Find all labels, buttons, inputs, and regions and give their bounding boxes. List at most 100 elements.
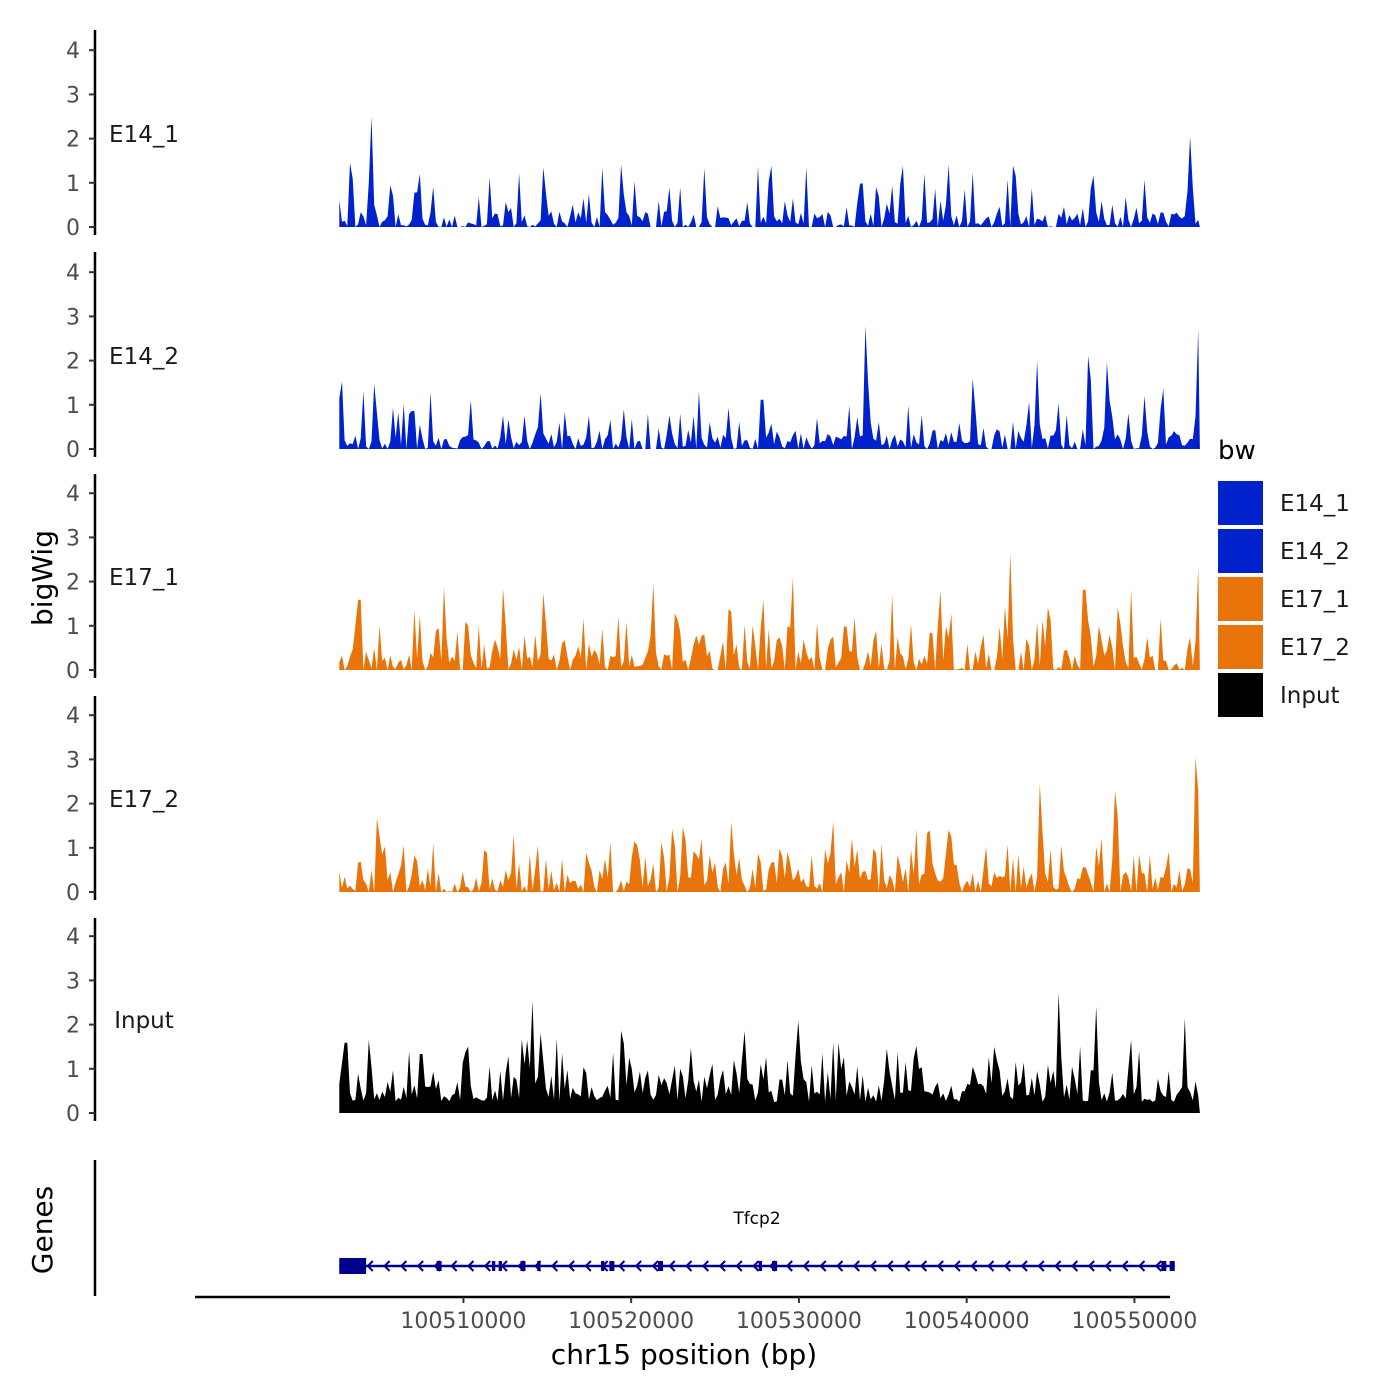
y-tick-label: 2: [66, 1014, 80, 1039]
strand-arrow: [852, 1260, 860, 1272]
strand-arrow: [383, 1260, 391, 1272]
strand-arrow: [1138, 1260, 1146, 1272]
gene-exon: [658, 1261, 664, 1271]
legend-swatch: [1218, 529, 1263, 573]
y-tick-label: 1: [66, 1058, 80, 1083]
strand-arrow: [1121, 1260, 1129, 1272]
genes-panel: Tfcp2: [93, 1160, 1175, 1296]
strand-arrow: [483, 1260, 491, 1272]
gene-exon: [520, 1261, 526, 1271]
track-label: E14_1: [109, 122, 179, 148]
y-tick-label: 3: [66, 526, 80, 551]
strand-arrow: [416, 1260, 424, 1272]
track-e17-1: 0 1 2 3 4 E17_1: [66, 474, 1200, 684]
strand-arrow: [718, 1260, 726, 1272]
strand-arrow: [1070, 1260, 1079, 1272]
strand-arrow: [550, 1260, 559, 1272]
strand-arrow: [836, 1260, 844, 1272]
strand-arrow: [1003, 1260, 1011, 1272]
strand-arrow: [1054, 1260, 1062, 1272]
strand-arrow: [970, 1260, 978, 1272]
gene-exon: [1169, 1261, 1175, 1271]
track-e17-2: 0 1 2 3 4 E17_2: [66, 696, 1200, 906]
y-tick-label: 4: [66, 704, 80, 729]
x-tick-label: 100550000: [1071, 1309, 1197, 1334]
strand-arrow: [919, 1260, 928, 1272]
strand-arrow: [1087, 1260, 1095, 1272]
gene-exon: [537, 1261, 541, 1271]
x-tick-label: 100520000: [568, 1309, 694, 1334]
strand-arrow: [903, 1260, 911, 1272]
strand-arrow: [1020, 1260, 1028, 1272]
coverage-area: [339, 992, 1200, 1113]
strand-arrow: [366, 1260, 374, 1272]
strand-arrow: [500, 1260, 508, 1272]
y-tick-label: 0: [66, 438, 80, 463]
legend: bw E14_1 E14_2 E17_1 E17_2 Input: [1218, 436, 1350, 717]
y-tick-label: 0: [66, 216, 80, 241]
x-tick-label: 100530000: [736, 1309, 862, 1334]
strand-arrow: [768, 1260, 777, 1272]
coverage-area: [339, 116, 1200, 227]
strand-arrow: [467, 1260, 475, 1272]
y-tick-label: 1: [66, 394, 80, 419]
y-tick-label: 2: [66, 350, 80, 375]
legend-item-input: Input: [1218, 673, 1340, 717]
y-tick-label: 4: [66, 482, 80, 507]
strand-arrow: [886, 1260, 894, 1272]
x-axis-title: chr15 position (bp): [551, 1338, 817, 1371]
track-e14-1: 0 1 2 3 4 E14_1: [66, 30, 1200, 241]
strand-arrow: [685, 1260, 693, 1272]
gene-exon: [772, 1261, 778, 1271]
strand-arrow: [785, 1260, 793, 1272]
genes-axis-title: Genes: [26, 1186, 59, 1274]
strand-arrow: [634, 1260, 642, 1272]
strand-arrow: [517, 1260, 525, 1272]
strand-arrow: [953, 1260, 961, 1272]
y-tick-label: 0: [66, 659, 80, 684]
track-e14-2: 0 1 2 3 4 E14_2: [66, 252, 1200, 463]
y-tick-label: 3: [66, 83, 80, 108]
strand-arrow: [869, 1260, 877, 1272]
x-axis: 100510000 100520000 100530000 100540000 1005…: [195, 1295, 1197, 1334]
y-tick-label: 1: [66, 615, 80, 640]
x-tick-label: 100510000: [400, 1309, 526, 1334]
strand-arrow: [987, 1260, 995, 1272]
coverage-area: [339, 326, 1200, 449]
y-tick-label: 4: [66, 39, 80, 64]
y-tick-label: 1: [66, 172, 80, 197]
legend-swatch: [1218, 673, 1263, 717]
y-tick-label: 0: [66, 881, 80, 906]
gene-exon: [498, 1261, 502, 1271]
y-tick-label: 0: [66, 1102, 80, 1127]
legend-label: E17_1: [1280, 587, 1350, 613]
gene-exon: [758, 1261, 763, 1271]
gene-tfcp2: Tfcp2: [339, 1209, 1175, 1274]
track-input: 0 1 2 3 4 Input: [66, 918, 1200, 1127]
x-tick-label: 100540000: [904, 1309, 1030, 1334]
legend-item-e14-2: E14_2: [1218, 529, 1350, 573]
strand-arrow: [433, 1260, 441, 1272]
strand-arrow: [567, 1260, 575, 1272]
gene-exon: [436, 1261, 442, 1271]
strand-arrow: [584, 1260, 592, 1272]
gene-exon: [339, 1258, 367, 1274]
strand-arrow: [399, 1260, 408, 1272]
strand-arrow: [1104, 1260, 1112, 1272]
y-tick-label: 3: [66, 305, 80, 330]
strand-arrow: [752, 1260, 760, 1272]
legend-swatch: [1218, 577, 1263, 621]
y-tick-label: 3: [66, 969, 80, 994]
strand-arrow: [651, 1260, 659, 1272]
track-label: Input: [114, 1008, 174, 1034]
strand-arrow: [701, 1260, 710, 1272]
y-tick-label: 2: [66, 128, 80, 153]
strand-arrow: [936, 1260, 944, 1272]
legend-item-e17-1: E17_1: [1218, 577, 1350, 621]
track-label: E14_2: [109, 344, 179, 370]
strand-arrow: [1154, 1260, 1162, 1272]
legend-swatch: [1218, 481, 1263, 525]
strand-arrow: [618, 1260, 626, 1272]
strand-arrow: [601, 1260, 609, 1272]
